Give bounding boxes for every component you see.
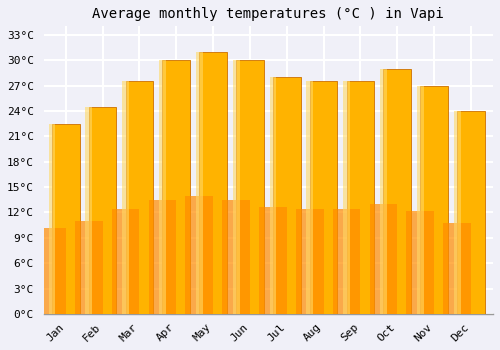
Bar (273, 77, 300, 314)
Bar (122, 81, 129, 314)
Bar (270, 77, 276, 314)
Bar (343, 81, 350, 314)
Bar (112, 209, 140, 314)
Bar (333, 209, 360, 314)
Bar (86, 107, 92, 314)
Bar (406, 211, 434, 314)
Bar (126, 81, 154, 314)
Bar (454, 111, 460, 314)
Bar (380, 69, 387, 314)
Bar (420, 85, 448, 314)
Bar (200, 52, 227, 314)
Bar (370, 204, 398, 314)
Bar (48, 124, 56, 314)
Bar (457, 111, 485, 314)
Title: Average monthly temperatures (°C ) in Vapi: Average monthly temperatures (°C ) in Va… (92, 7, 444, 21)
Bar (196, 52, 202, 314)
Bar (232, 60, 239, 314)
Bar (148, 200, 176, 314)
Bar (417, 85, 424, 314)
Bar (75, 221, 102, 314)
Bar (346, 81, 374, 314)
Bar (162, 60, 190, 314)
Bar (186, 196, 213, 314)
Bar (52, 124, 80, 314)
Bar (310, 81, 338, 314)
Bar (259, 208, 287, 314)
Bar (89, 107, 117, 314)
Bar (38, 228, 66, 314)
Bar (444, 223, 471, 314)
Bar (296, 209, 324, 314)
Bar (222, 200, 250, 314)
Bar (159, 60, 166, 314)
Bar (306, 81, 314, 314)
Bar (236, 60, 264, 314)
Bar (384, 69, 411, 314)
